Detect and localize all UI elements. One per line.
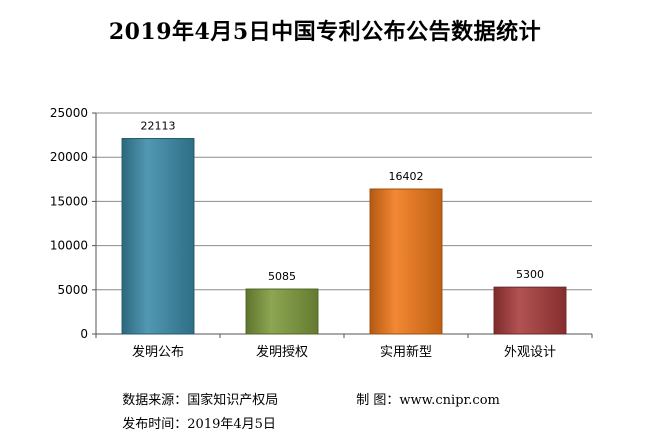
data-label: 22113 xyxy=(141,120,176,133)
data-label: 5085 xyxy=(268,270,296,283)
y-tick-label: 5000 xyxy=(57,283,88,297)
x-tick-label: 发明授权 xyxy=(256,344,308,360)
y-tick-label: 15000 xyxy=(50,194,88,208)
date-value: 2019年4月5日 xyxy=(187,417,276,432)
data-label: 5300 xyxy=(516,268,544,281)
data-label: 16402 xyxy=(389,170,424,183)
footer-maker-line: 制 图：www.cnipr.com xyxy=(348,374,500,408)
y-tick-label: 25000 xyxy=(50,106,88,120)
y-tick-label: 0 xyxy=(80,327,88,341)
bar-3 xyxy=(370,189,442,334)
x-tick-label: 外观设计 xyxy=(504,345,556,360)
bar-1 xyxy=(122,139,194,334)
date-label: 发布时间： xyxy=(122,417,187,432)
y-tick-label: 10000 xyxy=(50,239,88,253)
maker-label: 制 图： xyxy=(356,393,399,408)
bars xyxy=(122,139,566,334)
y-tick-label: 20000 xyxy=(50,150,88,164)
x-tick-label: 发明公布 xyxy=(132,344,184,360)
x-tick-label: 实用新型 xyxy=(380,344,432,360)
bar-2 xyxy=(246,289,318,334)
maker-value: www.cnipr.com xyxy=(399,393,499,408)
footer-date-line: 发布时间：2019年4月5日 xyxy=(114,398,276,432)
bar-4 xyxy=(494,287,566,334)
